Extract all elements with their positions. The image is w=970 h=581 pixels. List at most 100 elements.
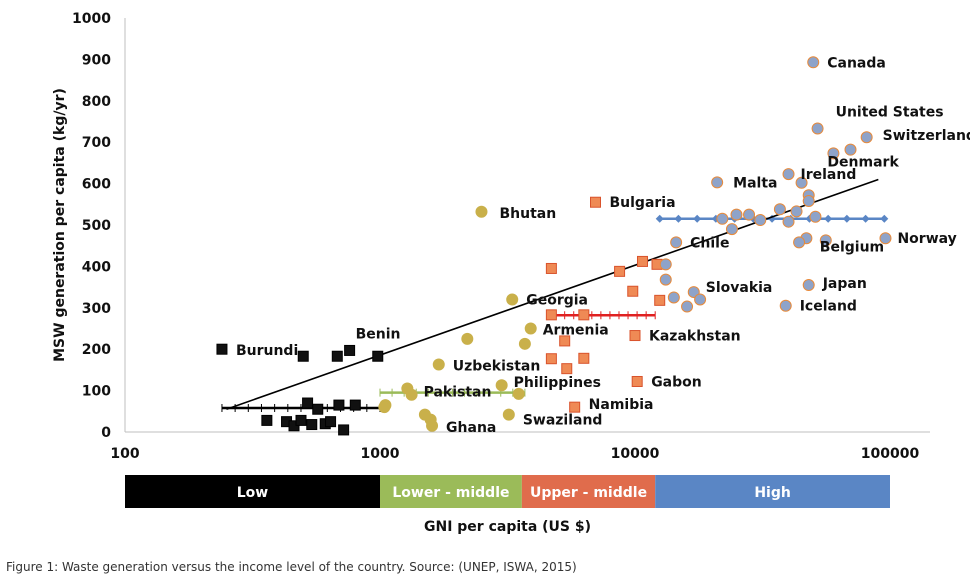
point-label: Chile <box>690 235 729 251</box>
point-high <box>743 208 756 221</box>
point-label: Bulgaria <box>610 195 676 211</box>
mean-marker <box>674 214 683 223</box>
trend-line <box>226 178 879 410</box>
y-tick-label: 500 <box>82 218 111 234</box>
point-label: Philippines <box>514 375 601 391</box>
point-low <box>333 399 345 411</box>
point-label: Ghana <box>446 420 496 436</box>
point-upper_middle <box>545 353 557 365</box>
y-tick-label: 700 <box>82 135 111 151</box>
point-label: Benin <box>356 326 401 342</box>
point-low <box>297 350 309 362</box>
axes: 0 100 200 300 400 500 600 700 800 900 1000 100 1000 1… <box>72 11 930 462</box>
point-low <box>372 350 384 362</box>
mean-marker <box>655 214 664 223</box>
point-upper_middle <box>614 265 626 277</box>
point-label: United States <box>836 105 944 121</box>
point-lower_middle <box>506 293 519 306</box>
y-tick-label: 400 <box>82 259 111 275</box>
point-label: Belgium <box>820 239 884 255</box>
point-upper_middle <box>654 294 666 306</box>
point-lower_middle <box>524 322 537 335</box>
point-low <box>349 399 361 411</box>
point-labels: Burundi Benin Bhutan Georgia Armenia Uzbekist… <box>236 55 970 435</box>
point-label: Swaziland <box>523 413 603 429</box>
point-lower_middle <box>461 332 474 345</box>
point-low <box>295 414 307 426</box>
point-high <box>782 168 795 181</box>
band-4 <box>655 475 890 508</box>
band-label: Upper - middle <box>530 485 647 501</box>
point-upper_middle <box>590 196 601 208</box>
point-label: Kazakhstan <box>649 329 741 345</box>
mean-marker <box>824 214 833 223</box>
point-high <box>730 208 743 221</box>
point-label: Ireland <box>801 167 857 183</box>
point-low <box>306 419 318 431</box>
point-high <box>802 279 815 292</box>
point-high <box>694 293 707 306</box>
point-low <box>331 350 343 362</box>
point-upper_middle <box>559 335 571 347</box>
y-tick-label: 1000 <box>72 11 111 27</box>
point-label: Gabon <box>651 374 702 390</box>
point-high <box>716 212 729 225</box>
point-upper_middle <box>545 309 557 321</box>
point-low <box>312 403 324 415</box>
point-low <box>261 414 273 426</box>
point-upper_middle <box>631 375 643 387</box>
point-label: Canada <box>827 55 886 71</box>
point-lower_middle <box>495 379 508 392</box>
point-low <box>325 416 337 428</box>
point-label: Denmark <box>827 154 899 170</box>
point-upper_middle <box>545 262 557 274</box>
point-label: Namibia <box>589 397 654 413</box>
point-high <box>667 291 680 304</box>
trendline <box>226 178 879 410</box>
point-upper_middle <box>578 309 590 321</box>
point-high <box>782 215 795 228</box>
y-tick-label: 600 <box>82 177 111 193</box>
point-high <box>754 214 767 227</box>
mean-marker <box>693 214 702 223</box>
point-high <box>779 299 792 312</box>
x-axis-title: GNI per capita (US $) <box>424 519 591 535</box>
point-upper_middle <box>627 285 639 297</box>
point-lower_middle <box>426 419 439 432</box>
point-label: Bhutan <box>499 206 556 222</box>
point-high <box>793 236 806 249</box>
point-lower_middle <box>378 401 391 414</box>
point-label: Burundi <box>236 343 298 359</box>
band-2 <box>380 475 522 508</box>
point-label: Slovakia <box>706 280 773 296</box>
y-axis-title: MSW generation per capita (kg/yr) <box>52 88 68 362</box>
point-high <box>790 205 803 218</box>
point-label: Armenia <box>543 323 609 339</box>
point-high <box>773 203 786 216</box>
point-lower_middle <box>502 408 515 421</box>
point-high <box>807 56 820 69</box>
point-high <box>659 258 672 271</box>
y-tick-label: 900 <box>82 52 111 68</box>
point-high <box>879 232 892 245</box>
band-label: High <box>754 485 791 501</box>
mean-marker <box>880 214 889 223</box>
x-tick-label: 10000 <box>611 446 660 462</box>
income-bands: Low Lower - middle Upper - middle High <box>125 475 890 508</box>
point-upper_middle <box>569 401 581 413</box>
x-tick-label: 100000 <box>861 446 920 462</box>
point-low <box>216 343 228 355</box>
point-high <box>659 273 672 286</box>
point-lower_middle <box>432 358 445 371</box>
figure-caption: Figure 1: Waste generation versus the in… <box>6 560 577 574</box>
point-label: Norway <box>897 231 956 247</box>
y-tick-label: 300 <box>82 301 111 317</box>
point-lower_middle <box>405 388 418 401</box>
band-label: Lower - middle <box>392 485 509 501</box>
point-lower_middle <box>475 205 488 218</box>
point-low <box>338 424 350 436</box>
y-tick-label: 200 <box>82 342 111 358</box>
mean-marker <box>861 214 870 223</box>
point-high <box>809 210 822 223</box>
